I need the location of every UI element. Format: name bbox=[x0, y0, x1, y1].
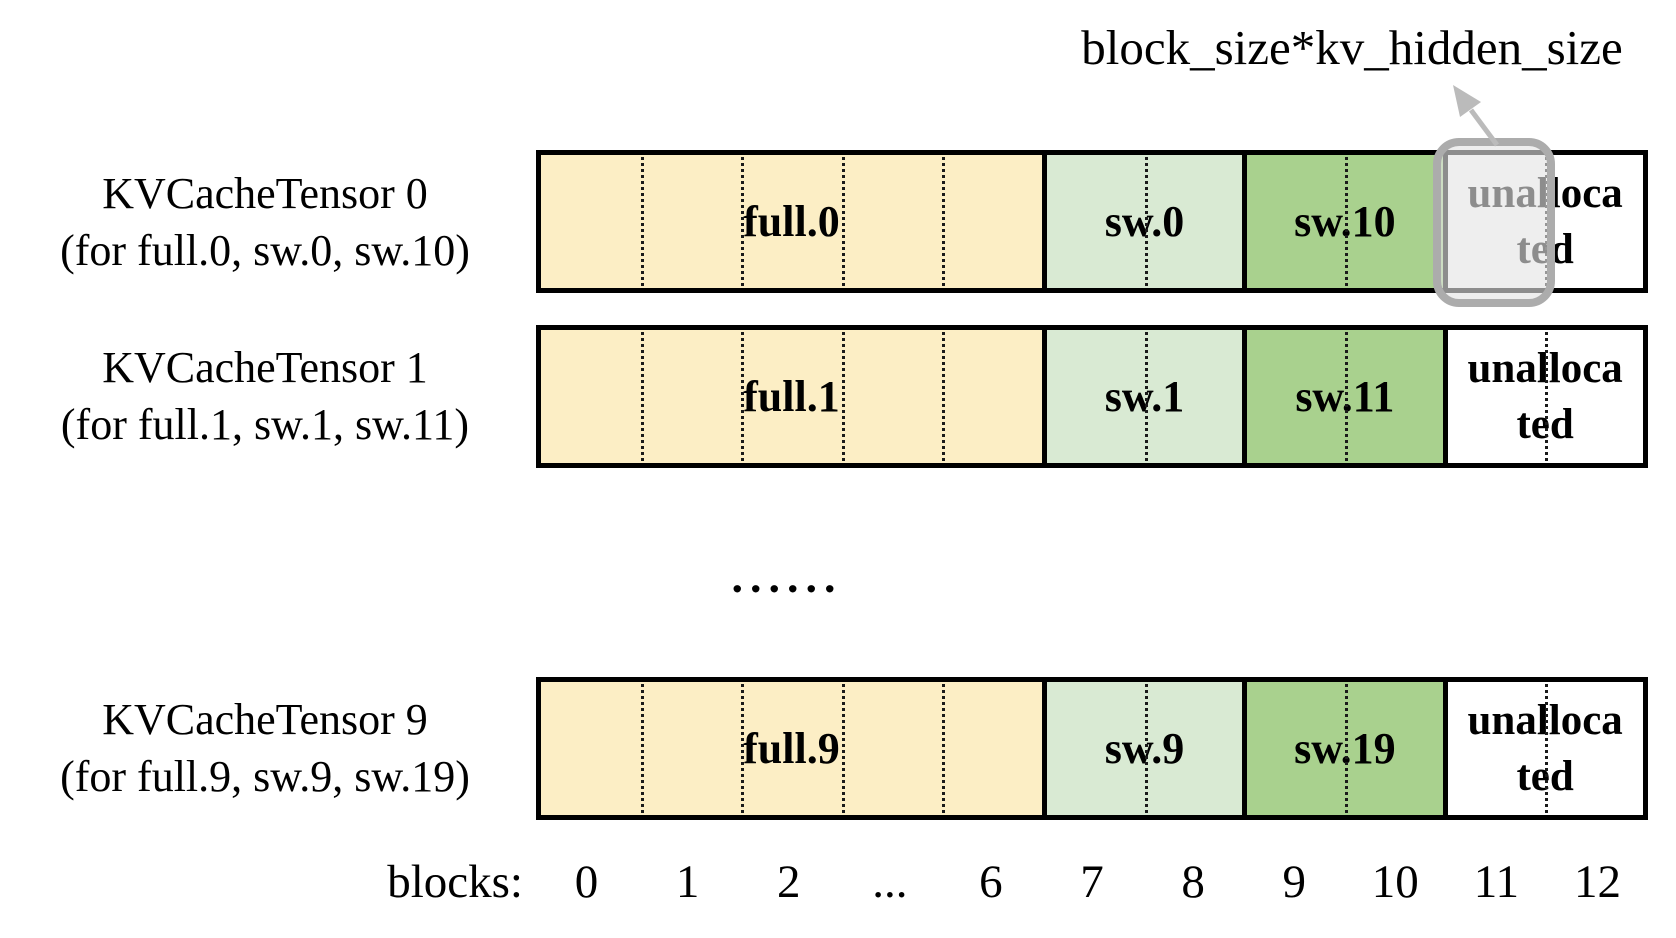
axis-tick: 11 bbox=[1473, 856, 1520, 908]
block-divider-dotted bbox=[841, 684, 845, 813]
segment-label: full.0 bbox=[743, 197, 840, 246]
tensor-row-9-label: KVCacheTensor 9 (for full.9, sw.9, sw.19… bbox=[15, 691, 515, 805]
axis-tick: 8 bbox=[1181, 856, 1205, 908]
segment-unallocated: unallocated bbox=[1442, 682, 1643, 815]
segment-sw-light: sw.9 bbox=[1041, 682, 1243, 815]
block-divider-dotted bbox=[941, 684, 945, 813]
segment-sw-light: sw.1 bbox=[1041, 330, 1243, 463]
block-divider-dotted bbox=[1344, 332, 1348, 461]
block-divider-dotted bbox=[741, 684, 745, 813]
block-divider-dotted bbox=[1144, 157, 1148, 286]
annotation-arrow-icon bbox=[1453, 85, 1500, 147]
rows-ellipsis: ...... bbox=[731, 551, 843, 602]
tensor-name: KVCacheTensor 9 bbox=[102, 695, 428, 744]
axis-tick: ... bbox=[872, 856, 908, 908]
block-divider-dotted bbox=[741, 332, 745, 461]
segment-sw-dark: sw.19 bbox=[1242, 682, 1443, 815]
tensor-name: KVCacheTensor 0 bbox=[102, 169, 428, 218]
segment-label: full.1 bbox=[743, 372, 840, 421]
tensor-row-1-bar: full.1 sw.1 sw.11 unallocated bbox=[536, 325, 1648, 468]
blocks-axis-ticks: 0 1 2 ... 6 7 8 9 10 11 12 bbox=[536, 852, 1648, 912]
axis-tick: 12 bbox=[1573, 856, 1621, 908]
block-divider-dotted bbox=[1545, 684, 1549, 813]
block-divider-dotted bbox=[741, 157, 745, 286]
block-divider-dotted bbox=[1344, 684, 1348, 813]
tensor-scope: (for full.0, sw.0, sw.10) bbox=[60, 226, 470, 275]
segment-label: full.9 bbox=[743, 724, 840, 773]
blocks-axis-label: blocks: bbox=[387, 856, 523, 908]
axis-tick: 9 bbox=[1282, 856, 1306, 908]
block-divider-dotted bbox=[641, 157, 645, 286]
axis-tick: 0 bbox=[574, 856, 599, 908]
annotation-label: block_size*kv_hidden_size bbox=[1081, 20, 1623, 75]
segment-full: full.9 bbox=[541, 682, 1042, 815]
axis-tick: 7 bbox=[1080, 856, 1104, 908]
highlight-box bbox=[1433, 138, 1555, 307]
tensor-row-0-label: KVCacheTensor 0 (for full.0, sw.0, sw.10… bbox=[15, 165, 515, 279]
segment-full: full.1 bbox=[541, 330, 1042, 463]
tensor-scope: (for full.1, sw.1, sw.11) bbox=[60, 400, 470, 449]
block-divider-dotted bbox=[1545, 332, 1549, 461]
block-divider-dotted bbox=[941, 332, 945, 461]
block-divider-dotted bbox=[1344, 157, 1348, 286]
tensor-scope: (for full.9, sw.9, sw.19) bbox=[60, 752, 470, 801]
block-divider-dotted bbox=[941, 157, 945, 286]
block-divider-dotted bbox=[1144, 684, 1148, 813]
axis-tick: 2 bbox=[776, 856, 801, 908]
segment-sw-light: sw.0 bbox=[1041, 155, 1243, 288]
axis-tick: 1 bbox=[675, 856, 700, 908]
axis-tick: 10 bbox=[1371, 856, 1419, 908]
segment-sw-dark: sw.10 bbox=[1242, 155, 1443, 288]
blocks-axis: blocks: 0 1 2 ... 6 7 8 9 10 11 12 bbox=[0, 852, 1676, 912]
tensor-row-1-label: KVCacheTensor 1 (for full.1, sw.1, sw.11… bbox=[15, 339, 515, 453]
tensor-row-9-bar: full.9 sw.9 sw.19 unallocated bbox=[536, 677, 1648, 820]
axis-tick: 6 bbox=[979, 856, 1003, 908]
segment-sw-dark: sw.11 bbox=[1242, 330, 1443, 463]
block-divider-dotted bbox=[641, 684, 645, 813]
block-divider-dotted bbox=[841, 157, 845, 286]
block-divider-dotted bbox=[641, 332, 645, 461]
block-divider-dotted bbox=[1144, 332, 1148, 461]
tensor-name: KVCacheTensor 1 bbox=[102, 343, 428, 392]
segment-unallocated: unallocated bbox=[1442, 330, 1643, 463]
block-divider-dotted bbox=[841, 332, 845, 461]
segment-full: full.0 bbox=[541, 155, 1042, 288]
